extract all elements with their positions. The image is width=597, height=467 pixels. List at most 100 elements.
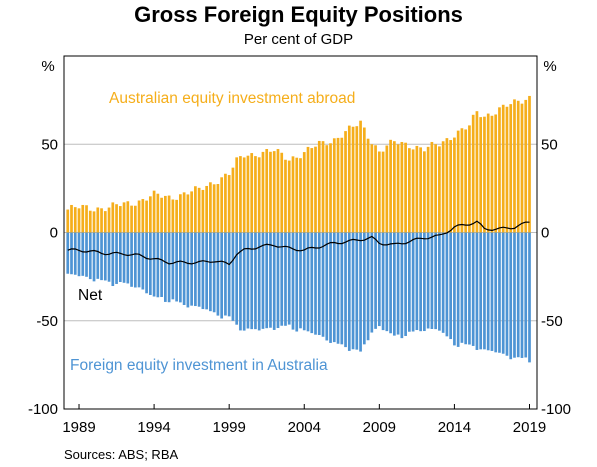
bar-in-australia bbox=[269, 232, 272, 328]
bar-in-australia bbox=[449, 232, 453, 340]
bar-abroad bbox=[449, 140, 453, 233]
bar-in-australia bbox=[317, 232, 321, 336]
bar-abroad bbox=[464, 129, 468, 233]
bar-abroad bbox=[434, 144, 437, 233]
bar-abroad bbox=[224, 173, 227, 233]
bar-in-australia bbox=[295, 232, 299, 332]
bar-in-australia bbox=[325, 232, 329, 341]
bar-abroad bbox=[227, 175, 231, 233]
chart-subtitle: Per cent of GDP bbox=[243, 31, 354, 48]
bar-in-australia bbox=[359, 232, 362, 352]
bar-abroad bbox=[133, 205, 137, 233]
bar-in-australia bbox=[107, 232, 111, 282]
bar-abroad bbox=[374, 145, 377, 233]
bar-in-australia bbox=[438, 232, 441, 331]
bar-abroad bbox=[103, 211, 107, 233]
bar-in-australia bbox=[130, 232, 133, 287]
bar-in-australia bbox=[468, 232, 471, 345]
bar-in-australia bbox=[133, 232, 137, 288]
bar-in-australia bbox=[509, 232, 513, 360]
bar-in-australia bbox=[516, 232, 520, 358]
bar-abroad bbox=[295, 157, 299, 233]
bar-abroad bbox=[272, 151, 276, 233]
bar-in-australia bbox=[299, 232, 302, 329]
bar-in-australia bbox=[246, 232, 250, 329]
bar-in-australia bbox=[160, 232, 163, 297]
y-tick-left--50: -50 bbox=[36, 313, 58, 330]
bar-in-australia bbox=[464, 232, 468, 345]
right-unit-label: % bbox=[543, 58, 556, 75]
bar-in-australia bbox=[302, 232, 306, 331]
bar-in-australia bbox=[167, 232, 171, 303]
bar-abroad bbox=[347, 125, 351, 233]
bar-abroad bbox=[148, 196, 152, 233]
bar-abroad bbox=[115, 204, 118, 233]
bar-in-australia bbox=[152, 232, 156, 297]
bar-abroad bbox=[310, 148, 314, 233]
bar-abroad bbox=[460, 128, 464, 233]
bar-in-australia bbox=[197, 232, 201, 307]
bar-abroad bbox=[340, 137, 344, 233]
bar-abroad bbox=[445, 138, 449, 233]
bar-abroad bbox=[276, 149, 280, 233]
bar-abroad bbox=[130, 205, 133, 233]
bar-in-australia bbox=[355, 232, 359, 350]
bar-abroad bbox=[423, 151, 426, 233]
bar-in-australia bbox=[276, 232, 280, 329]
bar-abroad bbox=[141, 199, 145, 233]
bar-in-australia bbox=[216, 232, 220, 316]
bar-abroad bbox=[126, 201, 130, 233]
bar-in-australia bbox=[85, 232, 88, 277]
bar-abroad bbox=[160, 197, 163, 233]
bar-in-australia bbox=[377, 232, 381, 327]
bar-abroad bbox=[100, 208, 103, 233]
bar-abroad bbox=[235, 157, 239, 233]
bar-abroad bbox=[220, 177, 224, 233]
bar-abroad bbox=[81, 204, 85, 233]
bar-abroad bbox=[490, 115, 494, 233]
bar-abroad bbox=[175, 199, 178, 233]
bar-in-australia bbox=[209, 232, 212, 312]
bar-abroad bbox=[438, 146, 441, 233]
bar-abroad bbox=[366, 138, 370, 233]
bar-in-australia bbox=[250, 232, 254, 330]
bar-in-australia bbox=[445, 232, 449, 337]
bar-in-australia bbox=[408, 232, 411, 332]
bars-australian-equity-abroad bbox=[66, 95, 531, 233]
bar-abroad bbox=[73, 207, 77, 233]
bar-in-australia bbox=[490, 232, 494, 351]
bar-in-australia bbox=[453, 232, 456, 346]
bar-in-australia bbox=[88, 232, 92, 280]
bar-abroad bbox=[520, 103, 524, 233]
bar-in-australia bbox=[156, 232, 160, 298]
bar-in-australia bbox=[171, 232, 175, 300]
bar-abroad bbox=[501, 104, 505, 233]
bar-abroad bbox=[239, 156, 242, 233]
bar-abroad bbox=[182, 192, 186, 233]
bar-in-australia bbox=[194, 232, 197, 307]
bar-in-australia bbox=[520, 232, 524, 358]
plot-frame bbox=[63, 55, 538, 410]
bar-abroad bbox=[201, 189, 205, 233]
y-tick-right--100: -100 bbox=[541, 401, 571, 418]
bar-in-australia bbox=[66, 232, 70, 274]
bar-in-australia bbox=[115, 232, 118, 284]
bar-in-australia bbox=[220, 232, 224, 319]
net-position-line bbox=[67, 220, 530, 266]
bar-abroad bbox=[513, 99, 516, 233]
bar-in-australia bbox=[381, 232, 385, 331]
bar-in-australia bbox=[423, 232, 426, 332]
bar-in-australia bbox=[70, 232, 73, 275]
bar-in-australia bbox=[73, 232, 77, 275]
bar-in-australia bbox=[96, 232, 100, 279]
bar-in-australia bbox=[141, 232, 145, 290]
bar-in-australia bbox=[351, 232, 355, 350]
bar-in-australia bbox=[239, 232, 242, 331]
bar-in-australia bbox=[411, 232, 415, 332]
bar-in-australia bbox=[92, 232, 96, 282]
bar-abroad bbox=[389, 139, 392, 233]
bar-abroad bbox=[509, 104, 513, 233]
bar-abroad bbox=[152, 190, 156, 233]
bar-abroad bbox=[419, 147, 422, 233]
x-tick-2014: 2014 bbox=[438, 419, 471, 436]
